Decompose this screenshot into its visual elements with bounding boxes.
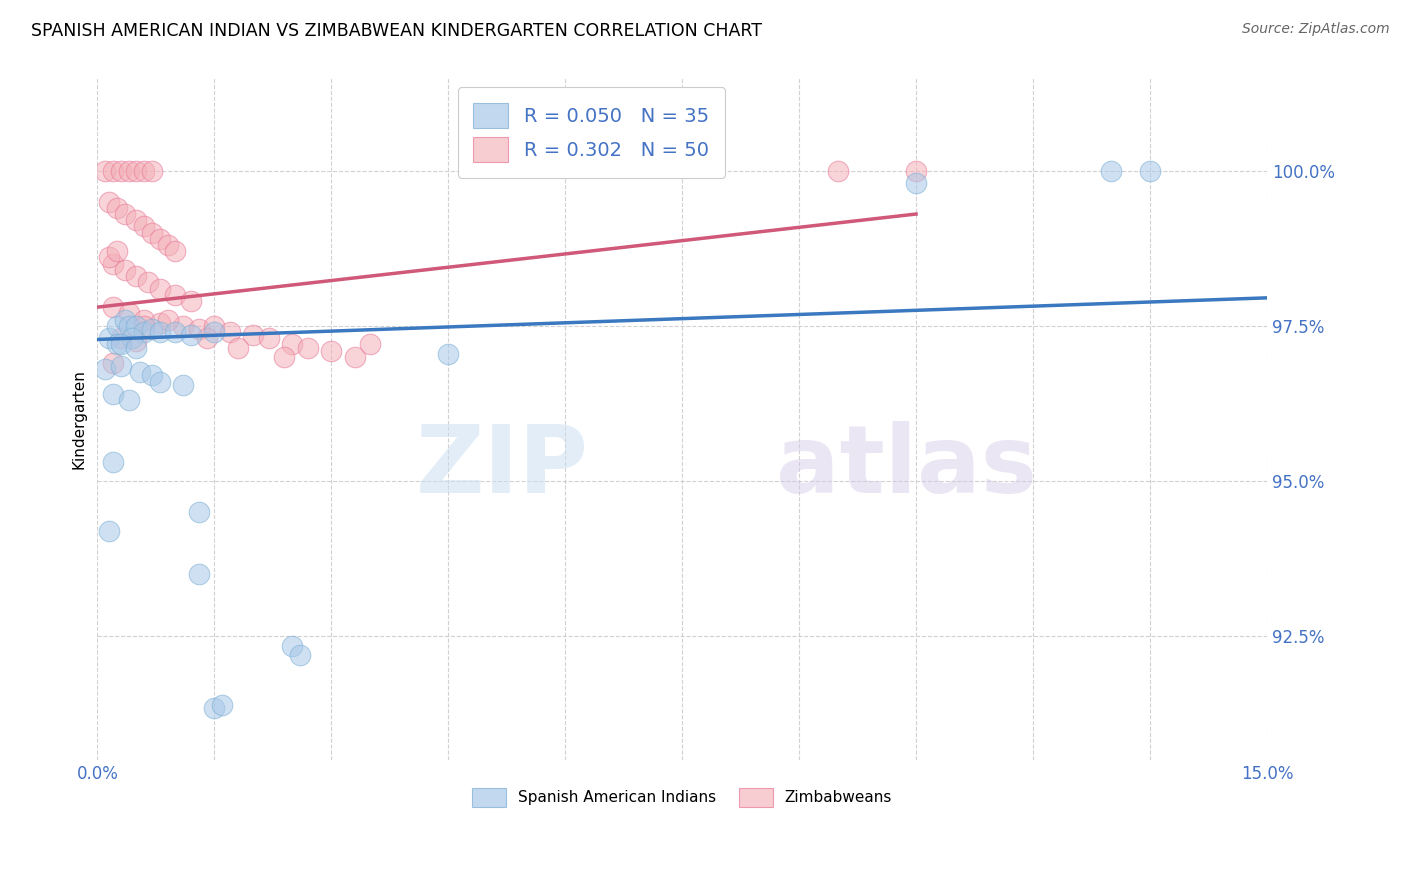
Point xyxy=(125,318,148,333)
Point xyxy=(321,343,343,358)
Point xyxy=(1099,163,1122,178)
Point xyxy=(141,368,163,383)
Point xyxy=(141,322,163,336)
Point xyxy=(257,331,280,345)
Point xyxy=(226,341,249,355)
Point xyxy=(134,325,156,339)
Point xyxy=(101,356,124,370)
Point xyxy=(94,163,117,178)
Point xyxy=(172,377,194,392)
Point xyxy=(149,232,172,246)
Point xyxy=(211,698,233,712)
Point xyxy=(187,322,209,336)
Point xyxy=(136,276,159,290)
Point xyxy=(105,201,128,215)
Point xyxy=(149,375,172,389)
Point xyxy=(94,362,117,376)
Point xyxy=(149,316,172,330)
Point xyxy=(219,325,242,339)
Point xyxy=(165,325,187,339)
Point xyxy=(165,244,187,259)
Point xyxy=(114,207,136,221)
Point xyxy=(114,312,136,326)
Point xyxy=(172,318,194,333)
Point xyxy=(117,163,139,178)
Point xyxy=(101,455,124,469)
Point xyxy=(202,700,225,714)
Point xyxy=(141,226,163,240)
Point xyxy=(187,505,209,519)
Point xyxy=(273,350,295,364)
Point xyxy=(110,337,132,351)
Point xyxy=(297,341,319,355)
Point xyxy=(101,300,124,314)
Point xyxy=(134,312,156,326)
Point xyxy=(114,263,136,277)
Point xyxy=(125,341,148,355)
Point xyxy=(180,328,202,343)
Point xyxy=(134,219,156,234)
Point xyxy=(129,365,152,379)
Text: Source: ZipAtlas.com: Source: ZipAtlas.com xyxy=(1241,22,1389,37)
Point xyxy=(98,524,121,538)
Y-axis label: Kindergarten: Kindergarten xyxy=(72,369,86,469)
Point xyxy=(101,163,124,178)
Point xyxy=(187,567,209,582)
Point xyxy=(110,163,132,178)
Point xyxy=(195,331,218,345)
Point xyxy=(905,163,928,178)
Point xyxy=(125,163,148,178)
Point xyxy=(98,251,121,265)
Point xyxy=(288,648,311,662)
Point xyxy=(165,287,187,301)
Point xyxy=(117,318,139,333)
Text: atlas: atlas xyxy=(776,421,1036,513)
Text: ZIP: ZIP xyxy=(416,421,589,513)
Point xyxy=(149,325,172,339)
Point xyxy=(110,331,132,345)
Point xyxy=(110,359,132,373)
Point xyxy=(134,163,156,178)
Point xyxy=(117,306,139,320)
Point xyxy=(125,334,148,349)
Point xyxy=(1139,163,1161,178)
Point xyxy=(149,281,172,295)
Point xyxy=(827,163,849,178)
Point xyxy=(180,293,202,308)
Point xyxy=(141,163,163,178)
Point xyxy=(98,194,121,209)
Point xyxy=(281,337,304,351)
Point xyxy=(905,176,928,190)
Point xyxy=(359,337,381,351)
Point xyxy=(156,312,179,326)
Legend: Spanish American Indians, Zimbabweans: Spanish American Indians, Zimbabweans xyxy=(464,780,900,814)
Point xyxy=(101,387,124,401)
Point xyxy=(98,331,121,345)
Point xyxy=(105,318,128,333)
Point xyxy=(156,238,179,252)
Text: SPANISH AMERICAN INDIAN VS ZIMBABWEAN KINDERGARTEN CORRELATION CHART: SPANISH AMERICAN INDIAN VS ZIMBABWEAN KI… xyxy=(31,22,762,40)
Point xyxy=(101,257,124,271)
Point xyxy=(105,337,128,351)
Point xyxy=(121,331,143,345)
Point xyxy=(125,269,148,284)
Point xyxy=(202,325,225,339)
Point xyxy=(437,347,460,361)
Point xyxy=(343,350,366,364)
Point xyxy=(242,328,264,343)
Point xyxy=(202,318,225,333)
Point xyxy=(117,393,139,408)
Point xyxy=(105,244,128,259)
Point xyxy=(281,639,304,653)
Point xyxy=(125,213,148,227)
Point xyxy=(134,318,156,333)
